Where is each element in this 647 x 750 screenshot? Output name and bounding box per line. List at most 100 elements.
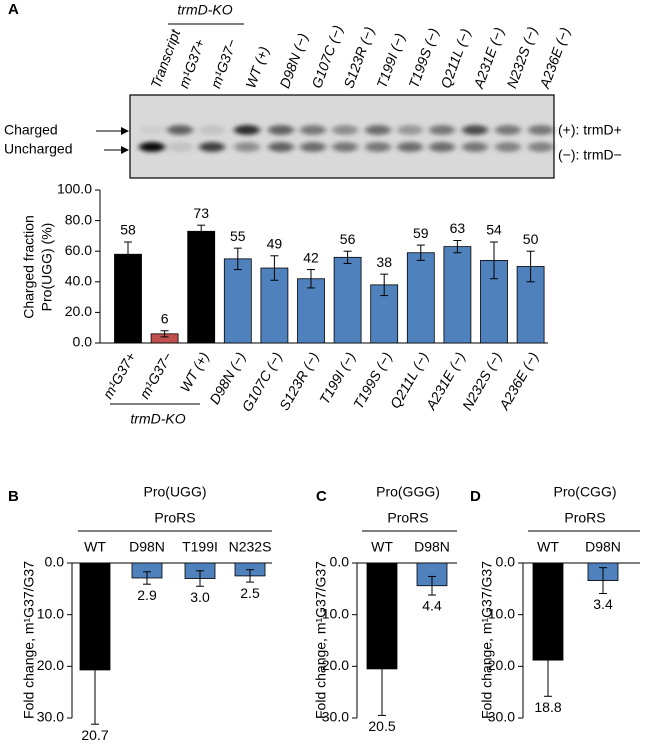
panel-label: A [8,1,19,18]
y-tick-label: 100.0 [57,181,92,197]
value-label: 58 [120,222,136,238]
band [429,142,455,152]
band [199,125,225,135]
band [462,125,488,135]
band [167,142,193,152]
lane-label: T199S (−) [405,26,441,90]
value-label: 42 [303,249,319,265]
gel-bands [139,125,554,152]
value-label: 49 [267,235,283,251]
y-axis-label: Pro(UGG) (%) [39,223,55,312]
gel [129,94,555,179]
value-label: 20.7 [81,727,108,743]
band [300,125,326,135]
x-tick-label: WT (+) [177,349,212,394]
band [332,142,358,152]
gel-group-label: trmD-KO [177,2,232,18]
chart-subtitle: ProRS [387,510,428,526]
band [268,125,294,135]
chart-title: Pro(CGG) [554,484,617,500]
y-tick-label: 10.0 [488,605,515,621]
x-tick-label: D98N [129,539,165,555]
band [462,142,488,152]
x-tick-label: WT [537,539,559,555]
x-tick-label: m¹G37+ [99,349,138,401]
chart-subtitle: ProRS [154,510,195,526]
value-label: 2.9 [137,587,157,603]
bar [114,253,142,344]
gel-right-label: (+): trmD+ [558,122,622,138]
y-axis-label: Fold change, m¹G37/G37 [313,561,329,719]
bar [187,230,216,344]
y-tick-label: 20.0 [322,657,349,673]
y-axis-label: Charged fraction [21,215,37,319]
lane-label: G107C (−) [308,23,346,90]
panel-label: B [8,488,19,505]
lane-label: Q211L (−) [437,26,473,90]
value-label: 63 [450,220,466,236]
x-tick-label: D98N [414,539,450,555]
y-tick-label: 30.0 [37,709,64,725]
y-axis-label: Fold change, m¹G37/G37 [479,561,495,719]
value-label: 6 [161,310,169,326]
bar [223,258,252,344]
lane-label: S123R (−) [340,24,377,90]
x-tick-label: WT [84,539,106,555]
gel-left-label: Charged [4,122,58,138]
x-tick-label: m¹G37− [136,349,175,401]
value-label: 3.0 [190,589,210,605]
x-tick-label: N232S [229,539,272,555]
value-label: 50 [523,231,539,247]
band [300,142,326,152]
value-label: 2.5 [240,585,260,601]
value-label: 38 [376,254,392,270]
group-label: trmD-KO [130,411,185,427]
band [495,142,521,152]
lane-label: N232S (−) [503,24,540,90]
band [268,142,294,152]
panel-label: D [470,488,481,505]
band [234,125,260,135]
band [234,142,260,152]
y-tick-label: 0.0 [73,334,93,350]
y-tick-label: 0.0 [330,554,350,570]
value-label: 4.4 [422,598,442,614]
y-tick-label: 30.0 [488,709,515,725]
lane-label: m¹G37− [207,37,239,90]
value-label: 59 [413,225,429,241]
value-label: 73 [193,205,209,221]
band [397,142,423,152]
lane-label: m¹G37+ [175,37,207,90]
lane-label: T199I (−) [373,31,408,90]
x-tick-label: D98N [585,539,621,555]
gel-right-label: (−): trmD− [558,147,622,163]
bar [333,256,362,344]
value-label: 54 [486,222,502,238]
lane-label: A231E (−) [470,25,507,91]
y-tick-label: 0.0 [45,554,65,570]
bar [406,252,435,344]
chart-title: Pro(UGG) [144,484,207,500]
value-label: 20.5 [368,718,395,734]
band [397,125,423,135]
band [139,142,165,152]
band [139,125,165,135]
y-tick-label: 10.0 [322,605,349,621]
lane-label: WT (+) [242,44,272,90]
panel-label: C [316,488,327,505]
band [365,142,391,152]
band [528,142,554,152]
value-label: 18.8 [534,699,561,715]
chart-subtitle: ProRS [564,510,605,526]
x-tick-label: WT [371,539,393,555]
band [332,125,358,135]
bar [297,278,325,344]
y-tick-label: 60.0 [65,242,92,258]
value-label: 56 [340,231,356,247]
y-tick-label: 40.0 [65,273,92,289]
y-tick-label: 20.0 [37,657,64,673]
band [167,125,193,135]
lane-label: D98N (−) [276,31,311,90]
chart-title: Pro(GGG) [376,484,440,500]
